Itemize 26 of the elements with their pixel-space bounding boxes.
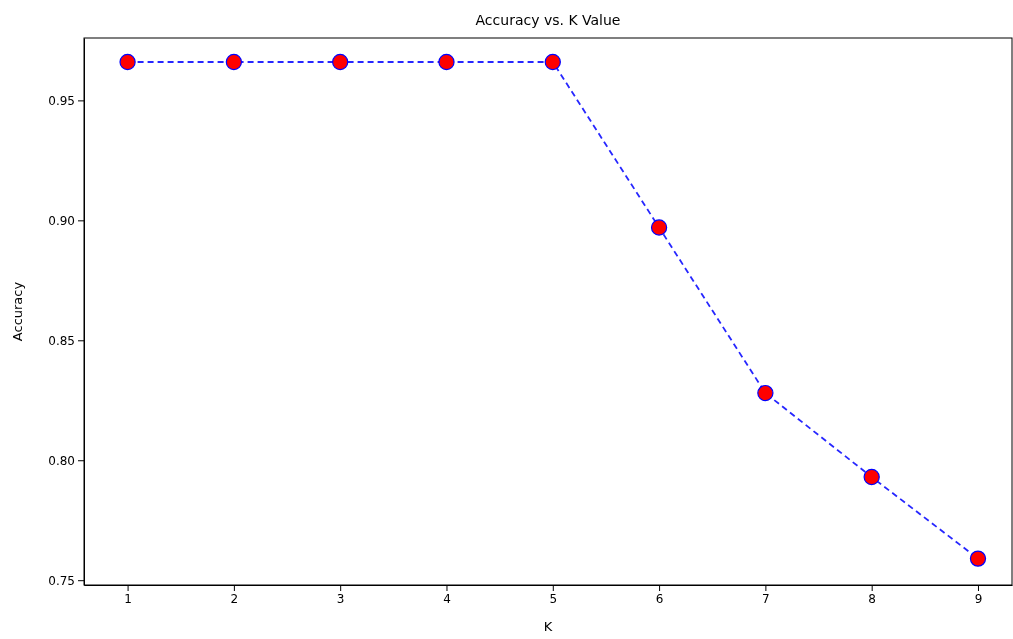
y-tick-label: 0.75 — [48, 573, 75, 588]
x-tick-label: 9 — [974, 591, 983, 606]
y-axis-title: Accuracy — [10, 281, 25, 342]
x-tick-label: 3 — [336, 591, 345, 606]
y-tick-label: 0.80 — [48, 453, 75, 468]
point — [969, 550, 987, 567]
chart-title: Accuracy vs. K Value — [475, 12, 621, 28]
point — [119, 53, 136, 71]
x-tick-label: 2 — [230, 591, 239, 606]
y-tick-label: 0.90 — [48, 213, 75, 228]
x-tick-label: 4 — [443, 591, 451, 606]
point — [757, 384, 774, 402]
x-axis-title: K — [543, 619, 553, 634]
x-tick-label: 8 — [868, 591, 876, 606]
point — [863, 468, 880, 486]
point — [544, 53, 561, 71]
y-tick-label: 0.85 — [48, 333, 75, 348]
y-tick-label: 0.95 — [48, 93, 75, 108]
point — [650, 219, 668, 236]
x-tick-label: 5 — [549, 591, 558, 606]
point — [225, 53, 243, 71]
point — [332, 53, 349, 71]
x-tick-label: 7 — [762, 591, 770, 606]
point — [438, 53, 455, 71]
x-tick-label: 6 — [655, 591, 664, 606]
x-tick-label: 1 — [124, 591, 132, 606]
